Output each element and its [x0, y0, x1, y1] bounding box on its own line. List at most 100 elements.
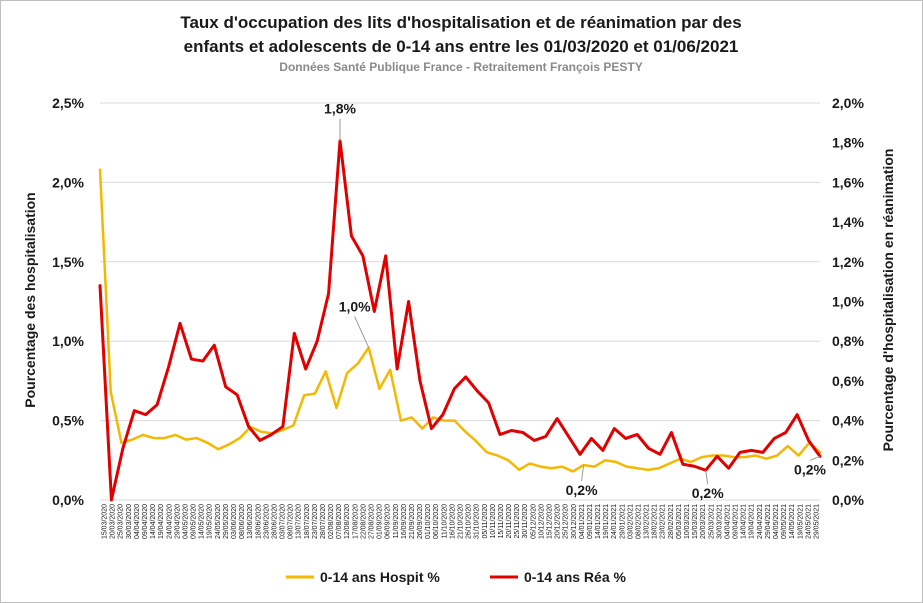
x-tick-label: 03/06/2020: [231, 504, 238, 539]
x-tick-label: 19/05/2020: [207, 504, 214, 539]
series-line-rea: [98, 139, 822, 502]
annotation-label: 1,8%: [324, 101, 356, 117]
annotation-label: 0,2%: [566, 482, 598, 498]
legend-label-rea: 0-14 ans Réa %: [524, 569, 626, 585]
x-tick-label: 25/03/2021: [708, 504, 715, 539]
x-tick-label: 29/01/2021: [619, 504, 626, 539]
annotation-leader: [581, 465, 585, 482]
chart-title-line-1: Taux d'occupation des lits d'hospitalisa…: [180, 13, 741, 32]
x-tick-label: 14/04/2021: [741, 504, 748, 539]
x-tick-label: 09/01/2021: [587, 504, 594, 539]
x-tick-label: 20/11/2020: [506, 504, 513, 539]
x-tick-label: 09/05/2020: [191, 504, 198, 539]
x-tick-label: 29/05/2021: [813, 504, 820, 539]
annotation-leader: [354, 316, 370, 348]
x-tick-label: 09/04/2021: [733, 504, 740, 539]
x-tick-label: 30/03/2020: [126, 504, 133, 539]
x-tick-label: 29/05/2020: [223, 504, 230, 539]
x-tick-label: 26/10/2020: [466, 504, 473, 539]
x-tick-label: 24/01/2021: [611, 504, 618, 539]
legend: 0-14 ans Hospit % 0-14 ans Réa %: [286, 569, 626, 585]
x-tick-label: 10/12/2020: [538, 504, 545, 539]
y-axis-right-ticks: 0,0% 0,2% 0,4% 0,6% 0,8% 1,0% 1,2% 1,4% 1,6% 1,8%…: [832, 95, 864, 508]
y-right-tick-label: 0,4%: [832, 413, 864, 429]
x-tick-label: 04/04/2021: [724, 504, 731, 539]
chart-subtitle: Données Santé Publique France - Retraite…: [279, 60, 642, 74]
x-tick-label: 03/02/2021: [627, 504, 634, 539]
y-right-tick-label: 1,2%: [832, 254, 864, 270]
y-right-tick-label: 1,0%: [832, 294, 864, 310]
x-tick-label: 30/11/2020: [522, 504, 529, 539]
x-tick-label: 19/01/2021: [603, 504, 610, 539]
x-tick-label: 10/03/2021: [684, 504, 691, 539]
x-tick-label: 14/04/2020: [150, 504, 157, 539]
x-tick-label: 20/12/2020: [555, 504, 562, 539]
x-tick-label: 13/06/2020: [247, 504, 254, 539]
x-tick-label: 06/09/2020: [385, 504, 392, 539]
x-tick-label: 13/02/2021: [644, 504, 651, 539]
x-tick-label: 03/07/2020: [280, 504, 287, 539]
y-left-tick-label: 1,5%: [52, 254, 84, 270]
x-tick-label: 05/03/2021: [676, 504, 683, 539]
y-right-tick-label: 1,6%: [832, 174, 864, 190]
x-tick-label: 29/04/2020: [174, 504, 181, 539]
y-left-tick-label: 2,0%: [52, 174, 84, 190]
x-tick-label: 08/02/2021: [635, 504, 642, 539]
x-tick-label: 30/03/2021: [716, 504, 723, 539]
x-tick-label: 13/07/2020: [296, 504, 303, 539]
x-tick-label: 18/07/2020: [304, 504, 311, 539]
x-tick-label: 24/05/2020: [215, 504, 222, 539]
x-tick-label: 26/09/2020: [417, 504, 424, 539]
x-tick-label: 18/02/2021: [652, 504, 659, 539]
y-axis-left-ticks: 0,0% 0,5% 1,0% 1,5% 2,0% 2,5%: [52, 95, 84, 508]
y-left-tick-label: 0,5%: [52, 413, 84, 429]
y-right-tick-label: 2,0%: [832, 95, 864, 111]
x-tick-label: 19/05/2021: [797, 504, 804, 539]
x-tick-label: 09/05/2021: [781, 504, 788, 539]
x-tick-label: 28/02/2021: [668, 504, 675, 539]
y-left-tick-label: 1,0%: [52, 333, 84, 349]
annotation-leader: [809, 455, 821, 461]
x-tick-label: 25/03/2020: [118, 504, 125, 539]
x-tick-label: 08/06/2020: [239, 504, 246, 539]
annotation-leader: [705, 470, 709, 485]
y-right-tick-label: 0,2%: [832, 452, 864, 468]
x-tick-label: 02/08/2020: [328, 504, 335, 539]
x-tick-label: 04/05/2021: [773, 504, 780, 539]
x-tick-label: 20/03/2020: [110, 504, 117, 539]
x-tick-label: 25/12/2020: [563, 504, 570, 539]
y-right-tick-label: 1,8%: [832, 135, 864, 151]
x-tick-label: 23/06/2020: [263, 504, 270, 539]
x-axis-ticks: 15/03/2020 20/03/2020 25/03/2020 30/03/2020…: [102, 504, 821, 539]
x-tick-label: 15/12/2020: [546, 504, 553, 539]
x-tick-label: 05/11/2020: [482, 504, 489, 539]
x-tick-label: 19/04/2021: [749, 504, 756, 539]
x-tick-label: 04/04/2020: [134, 504, 141, 539]
x-tick-label: 16/09/2020: [401, 504, 408, 539]
gridlines: [100, 102, 820, 501]
annotations: 1,8% 1,0% 0,2% 0,2% 0,2%: [324, 101, 826, 502]
x-tick-label: 23/02/2021: [660, 504, 667, 539]
x-tick-label: 05/12/2020: [530, 504, 537, 539]
series-line-hospit: [98, 168, 822, 473]
x-tick-label: 01/09/2020: [377, 504, 384, 539]
chart-title-line-2: enfants et adolescents de 0-14 ans entre…: [184, 37, 739, 56]
x-tick-label: 24/05/2021: [805, 504, 812, 539]
x-tick-label: 22/08/2020: [360, 504, 367, 539]
y-left-tick-label: 0,0%: [52, 492, 84, 508]
x-tick-label: 25/11/2020: [514, 504, 521, 539]
x-tick-label: 14/05/2020: [199, 504, 206, 539]
series: [98, 139, 822, 502]
x-tick-label: 24/04/2020: [166, 504, 173, 539]
x-tick-label: 11/10/2020: [441, 504, 448, 539]
x-tick-label: 07/08/2020: [336, 504, 343, 539]
y-right-tick-label: 0,8%: [832, 333, 864, 349]
y-left-tick-label: 2,5%: [52, 95, 84, 111]
x-tick-label: 28/07/2020: [320, 504, 327, 539]
x-tick-label: 14/05/2021: [789, 504, 796, 539]
x-tick-label: 28/06/2020: [271, 504, 278, 539]
y-right-tick-label: 0,0%: [832, 492, 864, 508]
x-tick-label: 09/04/2020: [142, 504, 149, 539]
